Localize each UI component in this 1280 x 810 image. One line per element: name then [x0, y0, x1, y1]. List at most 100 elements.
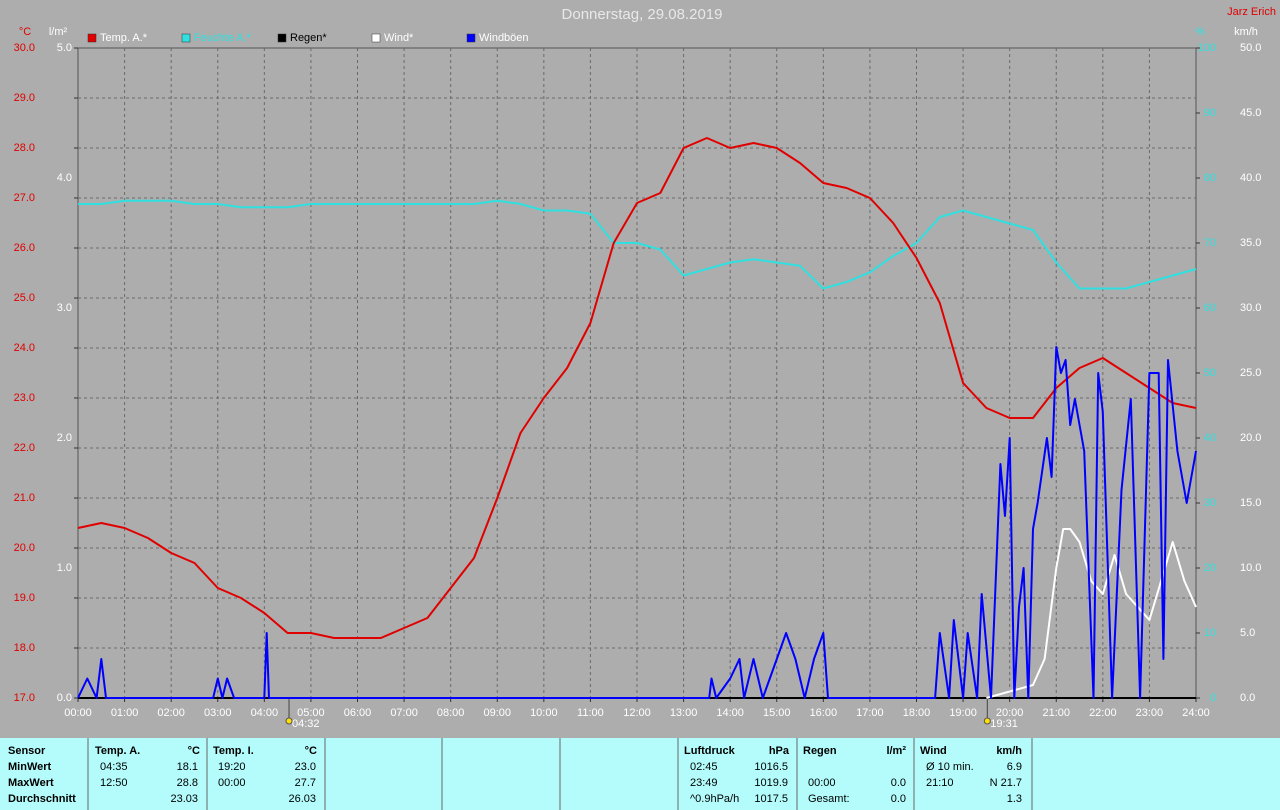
- x-tick-label: 17:00: [856, 707, 884, 719]
- y-tick-label: 28.0: [14, 142, 35, 154]
- table-header: Regen: [803, 745, 837, 757]
- y-tick-label: 2.0: [57, 432, 72, 444]
- x-tick-label: 24:00: [1182, 707, 1210, 719]
- x-tick-label: 03:00: [204, 707, 232, 719]
- table-cell: 00:00: [808, 777, 836, 789]
- y-tick-label: 45.0: [1240, 107, 1261, 119]
- table-header: Temp. I.: [213, 745, 254, 757]
- author: Jarz Erich: [1227, 6, 1276, 18]
- table-header: Wind: [920, 745, 947, 757]
- x-tick-label: 05:00: [297, 707, 325, 719]
- table-cell: 1016.5: [754, 761, 788, 773]
- x-tick-label: 14:00: [716, 707, 744, 719]
- y-tick-label: 27.0: [14, 192, 35, 204]
- table-cell: N 21.7: [990, 777, 1022, 789]
- y-tick-label: 17.0: [14, 692, 35, 704]
- row-label: MaxWert: [8, 777, 54, 789]
- x-tick-label: 07:00: [390, 707, 418, 719]
- x-tick-label: 09:00: [483, 707, 511, 719]
- table-cell: 27.7: [295, 777, 316, 789]
- table-cell: 26.03: [288, 793, 316, 805]
- series-line: [986, 528, 1197, 699]
- series-line: [77, 346, 1197, 699]
- table-header: l/m²: [886, 745, 906, 757]
- background: [0, 0, 1280, 738]
- table-cell: 1.3: [1007, 793, 1022, 805]
- table-cell: 00:00: [218, 777, 246, 789]
- legend-swatch: [87, 33, 97, 43]
- series-line: [77, 137, 1197, 639]
- x-tick-label: 06:00: [344, 707, 372, 719]
- sun-label: 19:31: [990, 718, 1018, 730]
- x-tick-label: 22:00: [1089, 707, 1117, 719]
- x-tick-label: 01:00: [111, 707, 139, 719]
- y-tick-label: 60: [1204, 302, 1216, 314]
- x-tick-label: 19:00: [949, 707, 977, 719]
- y-tick-label: 80: [1204, 172, 1216, 184]
- y-tick-label: 4.0: [57, 172, 72, 184]
- legend-label: Temp. A.*: [100, 32, 148, 44]
- legend-label: Regen*: [290, 32, 327, 44]
- axis-title: °C: [19, 26, 31, 38]
- table-cell: 12:50: [100, 777, 128, 789]
- table-cell: ^0.9hPa/h: [690, 793, 739, 805]
- axis-title: l/m²: [49, 26, 68, 38]
- y-tick-label: 18.0: [14, 642, 35, 654]
- x-tick-label: 21:00: [1042, 707, 1070, 719]
- y-tick-label: 1.0: [57, 562, 72, 574]
- sun-label: 04:32: [292, 718, 320, 730]
- table-cell: 21:10: [926, 777, 954, 789]
- sun-icon: [983, 717, 991, 725]
- table-cell: 0.0: [891, 793, 906, 805]
- x-tick-label: 00:00: [64, 707, 92, 719]
- table-cell: Ø 10 min.: [926, 761, 974, 773]
- y-tick-label: 0.0: [57, 692, 72, 704]
- y-tick-label: 40: [1204, 432, 1216, 444]
- series-line: [78, 199, 1197, 290]
- x-tick-label: 13:00: [670, 707, 698, 719]
- x-tick-label: 02:00: [157, 707, 185, 719]
- y-tick-label: 30.0: [14, 42, 35, 54]
- table-cell: 1017.5: [754, 793, 788, 805]
- table-cell: 1019.9: [754, 777, 788, 789]
- y-tick-label: 20.0: [14, 542, 35, 554]
- y-tick-label: 21.0: [14, 492, 35, 504]
- y-tick-label: 29.0: [14, 92, 35, 104]
- table-cell: 19:20: [218, 761, 246, 773]
- x-tick-label: 10:00: [530, 707, 558, 719]
- y-tick-label: 19.0: [14, 592, 35, 604]
- legend-label: Wind*: [384, 32, 414, 44]
- table-header: Sensor: [8, 745, 46, 757]
- y-tick-label: 0: [1210, 692, 1216, 704]
- y-tick-label: 3.0: [57, 302, 72, 314]
- table-header: °C: [305, 745, 317, 757]
- table-background: [0, 738, 1280, 810]
- y-tick-label: 25.0: [14, 292, 35, 304]
- y-tick-label: 22.0: [14, 442, 35, 454]
- x-tick-label: 08:00: [437, 707, 465, 719]
- y-tick-label: 26.0: [14, 242, 35, 254]
- table-cell: 02:45: [690, 761, 718, 773]
- table-cell: 23:49: [690, 777, 718, 789]
- x-tick-label: 11:00: [577, 707, 604, 719]
- table-cell: 23.0: [295, 761, 316, 773]
- y-tick-label: 90: [1204, 107, 1216, 119]
- sun-icon: [285, 717, 293, 725]
- y-tick-label: 35.0: [1240, 237, 1261, 249]
- summary-table: Sensor Temp. A. °C Temp. I. °C Luftdruck hPa Re…: [0, 738, 1280, 810]
- chart-title: Donnerstag, 29.08.2019: [562, 6, 723, 23]
- row-label: Durchschnitt: [8, 793, 76, 805]
- y-tick-label: 25.0: [1240, 367, 1261, 379]
- table-header: °C: [188, 745, 200, 757]
- table-cell: 0.0: [891, 777, 906, 789]
- y-tick-label: 20: [1204, 562, 1216, 574]
- y-tick-label: 100: [1198, 42, 1216, 54]
- y-tick-label: 24.0: [14, 342, 35, 354]
- table-cell: Gesamt:: [808, 793, 850, 805]
- legend-swatch: [181, 33, 191, 43]
- y-tick-label: 30: [1204, 497, 1216, 509]
- table-cell: 18.1: [177, 761, 198, 773]
- legend-label: Windböen: [479, 32, 529, 44]
- y-tick-label: 0.0: [1240, 692, 1255, 704]
